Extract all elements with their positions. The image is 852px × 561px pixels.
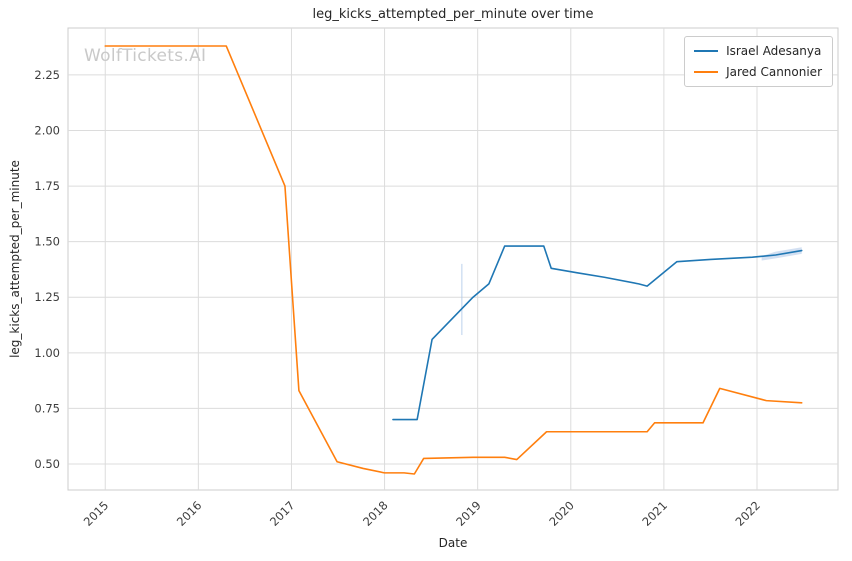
y-tick-label: 2.00 [34,123,60,137]
y-tick-label: 0.75 [34,401,60,415]
y-tick-label: 1.75 [34,179,60,193]
legend-item: Jared Cannonier [694,65,822,79]
y-axis-label: leg_kicks_attempted_per_minute [8,160,22,358]
y-tick-label: 1.50 [34,235,60,249]
x-tick-label: 2018 [360,498,391,529]
x-tick-label: 2017 [267,498,298,529]
watermark: WolfTickets.AI [84,46,207,66]
x-tick-label: 2016 [174,498,205,529]
chart-title: leg_kicks_attempted_per_minute over time [312,7,594,22]
y-tick-label: 0.50 [34,457,60,471]
x-tick-label: 2015 [81,498,112,529]
y-tick-label: 1.00 [34,346,60,360]
legend-label: Israel Adesanya [726,44,822,58]
legend-line-swatch [694,50,719,52]
x-tick-label: 2021 [639,498,670,529]
legend-item: Israel Adesanya [694,44,822,58]
legend-line-swatch [694,71,719,73]
x-tick-label: 2019 [453,498,484,529]
x-axis-label: Date [438,536,468,550]
x-tick-label: 2020 [546,498,577,529]
y-tick-label: 2.25 [34,68,60,82]
series-line [104,45,803,475]
series-line [392,245,803,421]
legend-label: Jared Cannonier [726,65,822,79]
legend: Israel Adesanya Jared Cannonier [684,36,833,87]
x-tick-label: 2022 [733,498,764,529]
y-tick-label: 1.25 [34,290,60,304]
